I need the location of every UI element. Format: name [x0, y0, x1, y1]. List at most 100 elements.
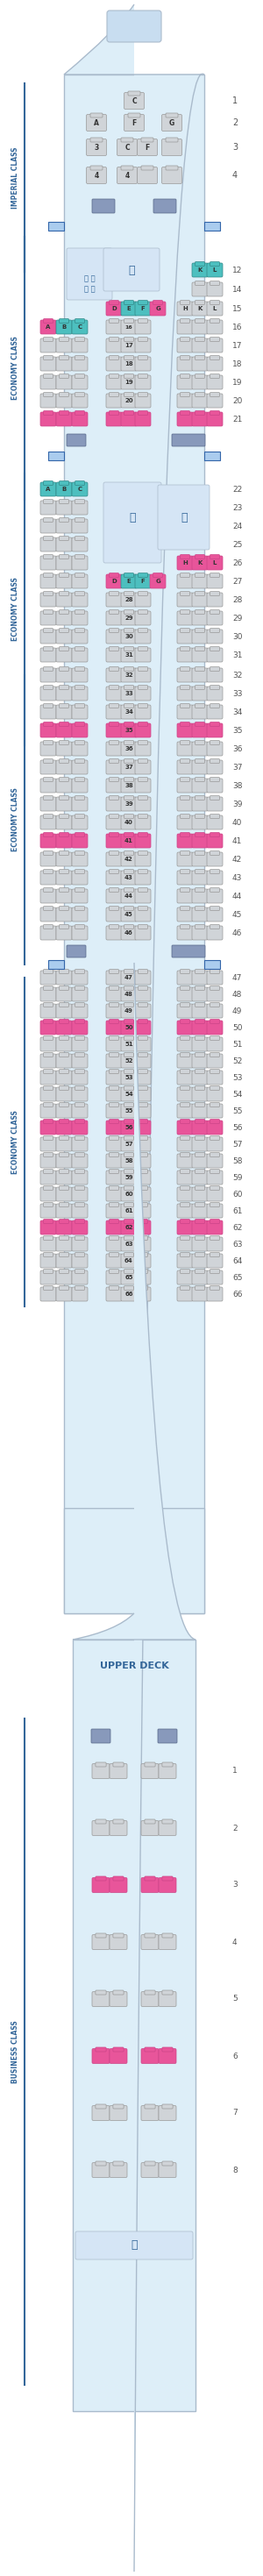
FancyBboxPatch shape — [138, 1087, 148, 1090]
FancyBboxPatch shape — [195, 337, 205, 343]
FancyBboxPatch shape — [86, 167, 107, 183]
Text: 33: 33 — [125, 690, 133, 696]
FancyBboxPatch shape — [192, 706, 208, 719]
FancyBboxPatch shape — [195, 392, 205, 397]
FancyBboxPatch shape — [40, 760, 56, 775]
FancyBboxPatch shape — [59, 1218, 69, 1224]
FancyBboxPatch shape — [109, 868, 119, 873]
FancyBboxPatch shape — [141, 2164, 159, 2177]
FancyBboxPatch shape — [40, 629, 56, 644]
FancyBboxPatch shape — [106, 337, 122, 353]
Text: 53: 53 — [125, 1074, 133, 1079]
FancyBboxPatch shape — [138, 889, 148, 891]
FancyBboxPatch shape — [92, 2164, 110, 2177]
FancyBboxPatch shape — [180, 1054, 190, 1056]
FancyBboxPatch shape — [72, 1005, 88, 1018]
FancyBboxPatch shape — [59, 536, 69, 541]
FancyBboxPatch shape — [210, 987, 220, 989]
FancyBboxPatch shape — [75, 1036, 85, 1041]
FancyBboxPatch shape — [138, 1170, 148, 1175]
FancyBboxPatch shape — [106, 1038, 122, 1051]
FancyBboxPatch shape — [110, 2164, 127, 2177]
FancyBboxPatch shape — [135, 724, 151, 737]
Text: 29: 29 — [125, 616, 133, 621]
FancyBboxPatch shape — [124, 337, 134, 343]
FancyBboxPatch shape — [43, 1069, 53, 1074]
FancyBboxPatch shape — [121, 1087, 137, 1103]
Text: G: G — [155, 580, 160, 585]
Text: 48: 48 — [232, 989, 242, 999]
Bar — [48, 961, 64, 969]
FancyBboxPatch shape — [135, 649, 151, 662]
FancyBboxPatch shape — [210, 1185, 220, 1190]
FancyBboxPatch shape — [195, 1236, 205, 1239]
FancyBboxPatch shape — [75, 907, 85, 909]
FancyBboxPatch shape — [210, 1136, 220, 1141]
FancyBboxPatch shape — [145, 1991, 155, 1994]
FancyBboxPatch shape — [180, 832, 190, 837]
FancyBboxPatch shape — [135, 1221, 151, 1234]
FancyBboxPatch shape — [106, 1072, 122, 1084]
FancyBboxPatch shape — [43, 832, 53, 837]
FancyBboxPatch shape — [177, 796, 193, 811]
Text: 62: 62 — [125, 1224, 133, 1231]
FancyBboxPatch shape — [145, 2105, 155, 2110]
FancyBboxPatch shape — [158, 484, 210, 549]
FancyBboxPatch shape — [59, 778, 69, 781]
FancyBboxPatch shape — [195, 889, 205, 891]
FancyBboxPatch shape — [109, 1170, 119, 1175]
FancyBboxPatch shape — [180, 1270, 190, 1273]
FancyBboxPatch shape — [75, 374, 85, 379]
FancyBboxPatch shape — [210, 703, 220, 708]
Bar — [204, 451, 220, 461]
FancyBboxPatch shape — [40, 574, 56, 587]
FancyBboxPatch shape — [124, 925, 134, 930]
FancyBboxPatch shape — [121, 1054, 137, 1069]
FancyBboxPatch shape — [43, 611, 53, 613]
FancyBboxPatch shape — [56, 394, 72, 407]
FancyBboxPatch shape — [40, 1136, 56, 1151]
FancyBboxPatch shape — [138, 1103, 148, 1108]
FancyBboxPatch shape — [56, 412, 72, 425]
FancyBboxPatch shape — [75, 667, 85, 672]
FancyBboxPatch shape — [177, 688, 193, 701]
FancyBboxPatch shape — [121, 1188, 137, 1200]
FancyBboxPatch shape — [180, 889, 190, 891]
FancyBboxPatch shape — [75, 987, 85, 989]
FancyBboxPatch shape — [207, 394, 223, 407]
FancyBboxPatch shape — [43, 1285, 53, 1291]
FancyBboxPatch shape — [106, 871, 122, 884]
Text: H: H — [183, 559, 188, 567]
FancyBboxPatch shape — [124, 1087, 134, 1090]
PathPatch shape — [64, 5, 204, 75]
FancyBboxPatch shape — [59, 374, 69, 379]
FancyBboxPatch shape — [59, 1036, 69, 1041]
FancyBboxPatch shape — [56, 688, 72, 701]
FancyBboxPatch shape — [91, 1728, 110, 1744]
Text: 14: 14 — [232, 286, 242, 294]
FancyBboxPatch shape — [210, 1236, 220, 1239]
FancyBboxPatch shape — [72, 971, 88, 984]
FancyBboxPatch shape — [40, 500, 56, 515]
FancyBboxPatch shape — [210, 907, 220, 909]
FancyBboxPatch shape — [67, 247, 112, 299]
FancyBboxPatch shape — [207, 1105, 223, 1118]
FancyBboxPatch shape — [210, 1069, 220, 1074]
FancyBboxPatch shape — [207, 337, 223, 353]
FancyBboxPatch shape — [138, 355, 148, 361]
FancyBboxPatch shape — [106, 987, 122, 1002]
FancyBboxPatch shape — [40, 742, 56, 755]
FancyBboxPatch shape — [59, 925, 69, 930]
FancyBboxPatch shape — [210, 925, 220, 930]
FancyBboxPatch shape — [180, 925, 190, 930]
FancyBboxPatch shape — [59, 629, 69, 634]
Text: 52: 52 — [232, 1056, 242, 1064]
Text: L: L — [213, 268, 217, 273]
FancyBboxPatch shape — [124, 832, 134, 837]
FancyBboxPatch shape — [43, 1185, 53, 1190]
FancyBboxPatch shape — [135, 971, 151, 984]
FancyBboxPatch shape — [59, 703, 69, 708]
FancyBboxPatch shape — [43, 850, 53, 855]
FancyBboxPatch shape — [180, 572, 190, 577]
FancyBboxPatch shape — [210, 337, 220, 343]
